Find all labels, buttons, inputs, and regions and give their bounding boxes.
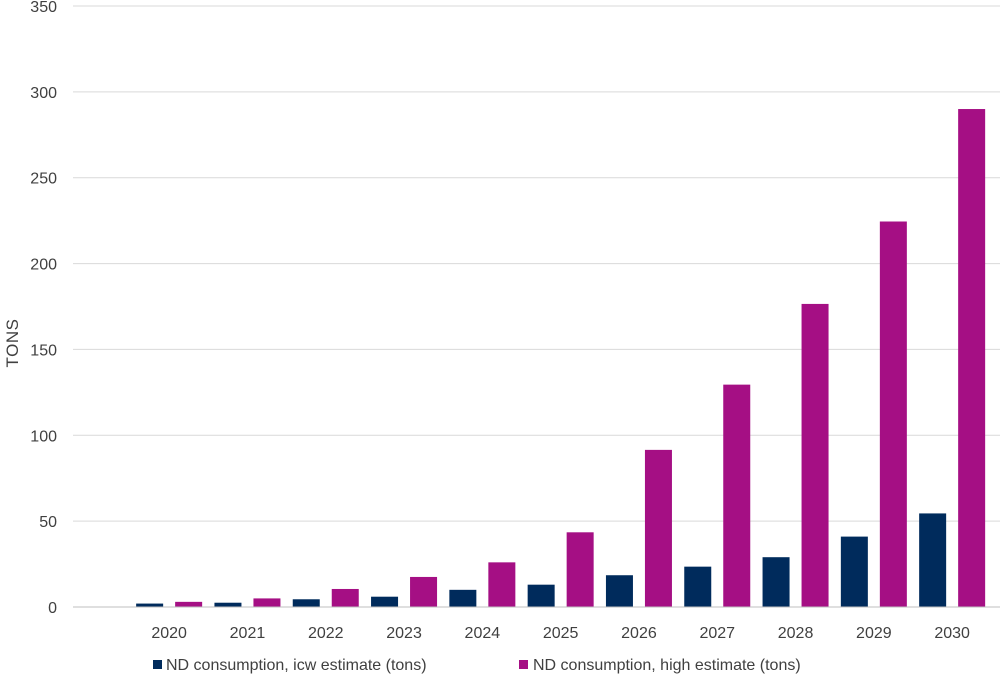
x-tick-label-2029: 2029	[856, 625, 892, 642]
bar-high-2025	[566, 532, 594, 607]
x-tick-label-2030: 2030	[934, 625, 970, 642]
x-tick-label-2027: 2027	[699, 625, 735, 642]
bar-icw-2020	[136, 603, 164, 607]
bar-high-2029	[879, 221, 907, 607]
bar-icw-2028	[762, 557, 790, 607]
bar-high-2024	[488, 562, 516, 607]
bar-high-2020	[175, 601, 203, 607]
bar-icw-2030	[919, 513, 947, 607]
y-axis-ticks: 0 50 100 150 200 250 300 350	[30, 0, 57, 617]
bar-icw-2024	[449, 589, 477, 607]
x-tick-label-2021: 2021	[230, 625, 266, 642]
bar-icw-2025	[527, 584, 555, 607]
x-tick-label-2025: 2025	[543, 625, 579, 642]
bar-high-2026	[644, 449, 672, 607]
bar-high-2027	[723, 384, 751, 607]
x-tick-label-2020: 2020	[151, 625, 187, 642]
y-tick-label: 0	[48, 600, 57, 617]
x-tick-label-2028: 2028	[778, 625, 814, 642]
x-tick-label-2026: 2026	[621, 625, 657, 642]
bar-icw-2022	[292, 599, 320, 607]
bar-icw-2021	[214, 602, 242, 607]
bar-high-2030	[958, 109, 986, 607]
y-tick-label: 150	[30, 342, 57, 359]
y-tick-label: 200	[30, 257, 57, 274]
legend: ND consumption, icw estimate (tons) ND c…	[153, 657, 801, 674]
bar-icw-2026	[605, 575, 633, 607]
x-axis-ticks: 2020 2021 2022 2023 2024 2025 2026 2027 2028 2029…	[151, 625, 970, 642]
y-axis-title: TONS	[3, 319, 22, 368]
legend-swatch-icw	[153, 660, 162, 669]
gridlines	[73, 5, 1000, 522]
x-tick-label-2023: 2023	[386, 625, 422, 642]
legend-swatch-high	[519, 660, 528, 669]
x-tick-label-2022: 2022	[308, 625, 344, 642]
y-tick-label: 250	[30, 171, 57, 188]
y-tick-label: 100	[30, 428, 57, 445]
bar-high-2028	[801, 303, 829, 607]
legend-label-icw: ND consumption, icw estimate (tons)	[166, 657, 427, 674]
bar-high-2022	[331, 588, 359, 607]
bars	[136, 109, 986, 607]
bar-high-2023	[410, 576, 438, 607]
bar-icw-2029	[840, 536, 868, 607]
y-tick-label: 300	[30, 85, 57, 102]
legend-label-high: ND consumption, high estimate (tons)	[533, 657, 801, 674]
x-tick-label-2024: 2024	[465, 625, 501, 642]
bar-icw-2023	[371, 596, 399, 607]
bar-icw-2027	[684, 566, 712, 607]
y-tick-label: 350	[30, 0, 57, 16]
bar-high-2021	[253, 598, 281, 607]
y-tick-label: 50	[39, 514, 57, 531]
